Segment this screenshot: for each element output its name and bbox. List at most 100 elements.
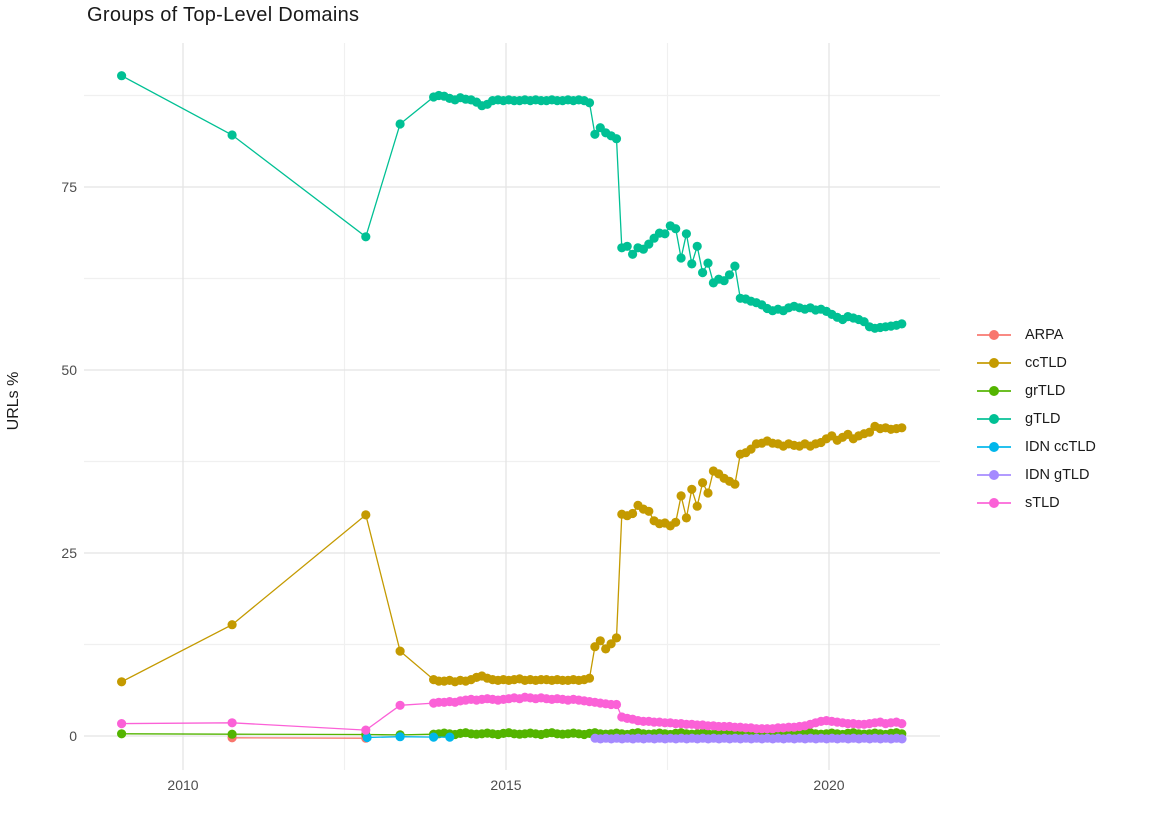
data-point: [395, 732, 405, 742]
data-point: [611, 699, 622, 710]
series-IDN-ccTLD: [362, 732, 455, 743]
data-point: [395, 119, 405, 129]
data-point: [429, 732, 439, 742]
y-tick-label: 25: [61, 545, 77, 561]
data-point: [628, 508, 638, 519]
series-ccTLD: [117, 421, 907, 687]
data-point: [611, 134, 622, 144]
series-line: [367, 736, 450, 739]
legend-label: IDN gTLD: [1025, 467, 1090, 483]
legend-key-icon: [977, 384, 1011, 398]
data-point: [227, 620, 237, 630]
data-point: [395, 700, 405, 710]
legend-dot-icon: [989, 470, 999, 480]
data-point: [590, 129, 600, 139]
data-point: [703, 258, 713, 268]
y-tick-label: 0: [69, 728, 77, 744]
data-point: [897, 734, 907, 744]
y-axis-title: URLs %: [5, 371, 22, 431]
data-point: [692, 241, 702, 251]
data-point: [698, 478, 708, 488]
data-point: [362, 732, 372, 743]
data-point: [117, 719, 127, 729]
series-IDN-gTLD: [590, 733, 907, 744]
y-tick-label: 50: [61, 362, 77, 378]
data-point: [676, 491, 686, 501]
data-point: [687, 484, 697, 494]
legend-label: IDN ccTLD: [1025, 439, 1096, 455]
legend-label: gTLD: [1025, 411, 1061, 427]
legend-item-IDN-gTLD: IDN gTLD: [977, 461, 1096, 489]
data-point: [897, 719, 907, 729]
legend-key-icon: [977, 440, 1011, 454]
legend-label: sTLD: [1025, 495, 1060, 511]
series-sTLD: [117, 692, 907, 735]
legend-label: ccTLD: [1025, 355, 1067, 371]
y-tick-label: 75: [61, 179, 77, 195]
legend-key-icon: [977, 468, 1011, 482]
series-gTLD: [117, 71, 907, 333]
data-point: [361, 510, 371, 520]
data-point: [595, 636, 605, 646]
x-tick-label: 2020: [813, 777, 844, 793]
data-point: [687, 259, 697, 269]
legend: ARPA ccTLD grTLD gTLD IDN ccTLD IDN gTLD sTLD: [977, 321, 1096, 517]
data-point: [590, 642, 600, 652]
data-point: [719, 276, 729, 286]
legend-key-icon: [977, 356, 1011, 370]
legend-item-ARPA: ARPA: [977, 321, 1096, 349]
gridlines: [84, 43, 940, 770]
data-point: [676, 253, 686, 263]
legend-item-ccTLD: ccTLD: [977, 349, 1096, 377]
data-point: [227, 130, 237, 140]
data-point: [644, 239, 654, 249]
data-point: [703, 488, 713, 498]
data-point: [724, 270, 735, 280]
legend-item-gTLD: gTLD: [977, 405, 1096, 433]
data-point: [584, 98, 595, 108]
legend-dot-icon: [989, 442, 999, 452]
series-line: [121, 425, 902, 683]
legend-key-icon: [977, 412, 1011, 426]
data-point: [730, 261, 740, 271]
legend-dot-icon: [989, 386, 999, 396]
legend-dot-icon: [989, 358, 999, 368]
data-point: [395, 646, 405, 656]
legend-key-icon: [977, 328, 1011, 342]
data-point: [361, 725, 371, 735]
data-point: [117, 71, 127, 81]
data-point: [361, 232, 371, 242]
legend-dot-icon: [989, 498, 999, 508]
legend-dot-icon: [989, 414, 999, 424]
data-point: [730, 479, 740, 489]
data-point: [611, 633, 622, 643]
data-point: [628, 249, 638, 259]
series-line: [121, 75, 902, 329]
data-point: [671, 224, 681, 234]
data-point: [445, 732, 455, 742]
data-point: [117, 677, 127, 687]
legend-item-sTLD: sTLD: [977, 489, 1096, 517]
data-point: [897, 423, 907, 433]
axis-tick-labels: 0 25 50 75 2010 2015 2020: [61, 179, 844, 793]
data-point: [606, 639, 616, 649]
legend-dot-icon: [989, 330, 999, 340]
data-point: [897, 319, 907, 329]
data-point: [622, 241, 632, 251]
legend-item-IDN-ccTLD: IDN ccTLD: [977, 433, 1096, 461]
data-point: [692, 501, 702, 511]
data-point: [227, 729, 237, 739]
legend-label: ARPA: [1025, 327, 1064, 343]
legend-item-grTLD: grTLD: [977, 377, 1096, 405]
data-point: [864, 427, 875, 437]
x-tick-label: 2010: [167, 777, 198, 793]
data-point: [671, 517, 681, 527]
data-point: [681, 513, 692, 523]
chart-title: Groups of Top-Level Domains: [87, 4, 360, 26]
data-point: [681, 229, 692, 239]
x-tick-label: 2015: [490, 777, 521, 793]
legend-label: grTLD: [1025, 383, 1066, 399]
data-point: [698, 268, 708, 278]
